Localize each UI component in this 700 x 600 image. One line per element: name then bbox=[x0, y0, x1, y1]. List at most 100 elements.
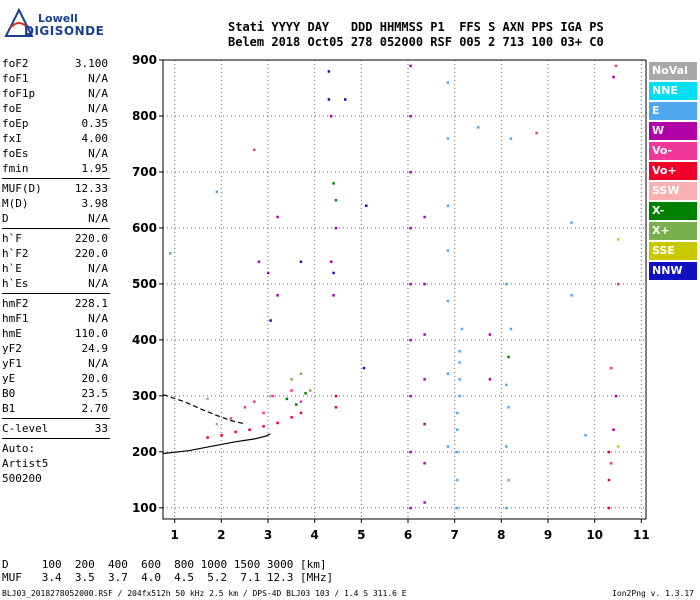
echo-point bbox=[612, 428, 615, 431]
param-name: hmE bbox=[2, 327, 22, 340]
echo-point bbox=[477, 126, 480, 129]
param-name: foF1p bbox=[2, 87, 36, 100]
x-tick-label: 6 bbox=[404, 528, 412, 542]
param-row: hmE 110.0 bbox=[2, 326, 110, 341]
echo-point bbox=[446, 204, 450, 208]
legend-entry: NoVal bbox=[649, 62, 697, 80]
y-tick-label: 400 bbox=[132, 333, 157, 347]
param-row: foF2 3.100 bbox=[2, 56, 110, 71]
plot-grid bbox=[159, 59, 644, 523]
param-value: 220.0 bbox=[74, 232, 108, 245]
echo-point bbox=[614, 394, 618, 398]
echo-point bbox=[535, 131, 538, 135]
param-separator bbox=[2, 228, 110, 229]
y-tick-label: 700 bbox=[132, 165, 157, 179]
param-name: foEp bbox=[2, 117, 29, 130]
echo-point bbox=[409, 506, 412, 510]
param-name: yE bbox=[2, 372, 16, 385]
param-row: fmin 1.95 bbox=[2, 161, 110, 176]
echo-point bbox=[570, 294, 573, 297]
echo-point bbox=[206, 436, 209, 439]
echo-point bbox=[299, 260, 303, 264]
echo-point bbox=[299, 372, 303, 375]
echo-point bbox=[334, 198, 338, 202]
echo-point bbox=[423, 282, 426, 286]
header-values: Belem 2018 Oct05 278 052000 RSF 005 2 71… bbox=[228, 35, 604, 49]
legend-entry: W bbox=[649, 122, 697, 140]
y-tick-label: 300 bbox=[132, 389, 157, 403]
echo-point bbox=[612, 75, 615, 79]
echo-point bbox=[220, 434, 223, 437]
echo-point bbox=[458, 378, 461, 381]
echo-point bbox=[456, 506, 459, 510]
echo-point bbox=[271, 394, 275, 398]
x-tick-label: 3 bbox=[264, 528, 272, 542]
echo-point bbox=[269, 394, 272, 398]
muf-row: MUF 3.4 3.5 3.7 4.0 4.5 5.2 7.1 12.3 [MH… bbox=[2, 571, 334, 584]
echo-point bbox=[243, 406, 247, 409]
echo-point bbox=[257, 260, 261, 264]
param-value: N/A bbox=[88, 357, 108, 370]
echo-point bbox=[299, 411, 303, 415]
echo-point bbox=[456, 411, 459, 415]
param-value: N/A bbox=[88, 312, 108, 325]
param-value: N/A bbox=[88, 147, 108, 160]
echo-point bbox=[276, 215, 279, 219]
param-row: MUF(D) 12.33 bbox=[2, 181, 110, 196]
echo-point bbox=[423, 215, 426, 219]
param-row: C-level 33 bbox=[2, 421, 110, 436]
echo-point bbox=[446, 445, 450, 448]
x-tick-label: 11 bbox=[633, 528, 650, 542]
y-tick-label: 500 bbox=[132, 277, 157, 291]
param-row: foF1 N/A bbox=[2, 71, 110, 86]
echo-point bbox=[456, 428, 459, 431]
echo-point bbox=[507, 406, 510, 409]
param-value: N/A bbox=[88, 277, 108, 290]
param-value: N/A bbox=[88, 72, 108, 85]
echo-point bbox=[409, 226, 412, 230]
echo-point bbox=[446, 372, 450, 375]
echo-point bbox=[423, 422, 426, 426]
echo-points bbox=[169, 64, 620, 510]
legend-entry: NNE bbox=[649, 82, 697, 100]
echo-point bbox=[262, 411, 265, 415]
version-label: Ion2Png v. 1.3.17 bbox=[612, 589, 694, 598]
echo-point bbox=[409, 394, 412, 398]
echo-point bbox=[488, 378, 492, 381]
legend-entry: Vo- bbox=[649, 142, 697, 160]
param-value: 110.0 bbox=[74, 327, 108, 340]
param-row: h`F2 220.0 bbox=[2, 246, 110, 261]
echo-point bbox=[505, 445, 508, 448]
y-tick-label: 800 bbox=[132, 109, 157, 123]
muf-table: D 100 200 400 600 800 1000 1500 3000 [km… bbox=[2, 558, 333, 584]
echo-point bbox=[330, 260, 333, 264]
param-name: hmF2 bbox=[2, 297, 29, 310]
echo-point bbox=[607, 450, 611, 454]
echo-point bbox=[215, 422, 219, 426]
legend-entry: X+ bbox=[649, 222, 697, 240]
echo-point bbox=[505, 282, 508, 286]
scaled-parameters-panel: foF2 3.100 foF1 N/A foF1p N/A foE N/A foEp 0.35 fx… bbox=[2, 56, 110, 486]
echo-point bbox=[423, 333, 426, 336]
legend-entry: SSE bbox=[649, 242, 697, 260]
param-value: 220.0 bbox=[74, 247, 108, 260]
echo-point bbox=[229, 417, 233, 420]
echo-point bbox=[488, 333, 492, 336]
param-name: C-level bbox=[2, 422, 49, 435]
param-name: h`Es bbox=[2, 277, 29, 290]
digisonde-logo: Lowell DIGISONDE bbox=[0, 0, 120, 48]
param-row: h`F 220.0 bbox=[2, 231, 110, 246]
echo-point bbox=[206, 397, 209, 401]
x-tick-label: 1 bbox=[170, 528, 178, 542]
echo-point bbox=[409, 282, 412, 286]
param-row: B1 2.70 bbox=[2, 401, 110, 416]
echo-point bbox=[344, 98, 347, 101]
echo-point bbox=[409, 338, 412, 342]
legend-entry: SSW bbox=[649, 182, 697, 200]
param-name: Auto: bbox=[2, 442, 36, 455]
param-name: foEs bbox=[2, 147, 29, 160]
logo-text-lowell: Lowell bbox=[38, 12, 78, 25]
x-tick-label: 5 bbox=[357, 528, 365, 542]
param-row: h`Es N/A bbox=[2, 276, 110, 291]
param-separator bbox=[2, 178, 110, 179]
